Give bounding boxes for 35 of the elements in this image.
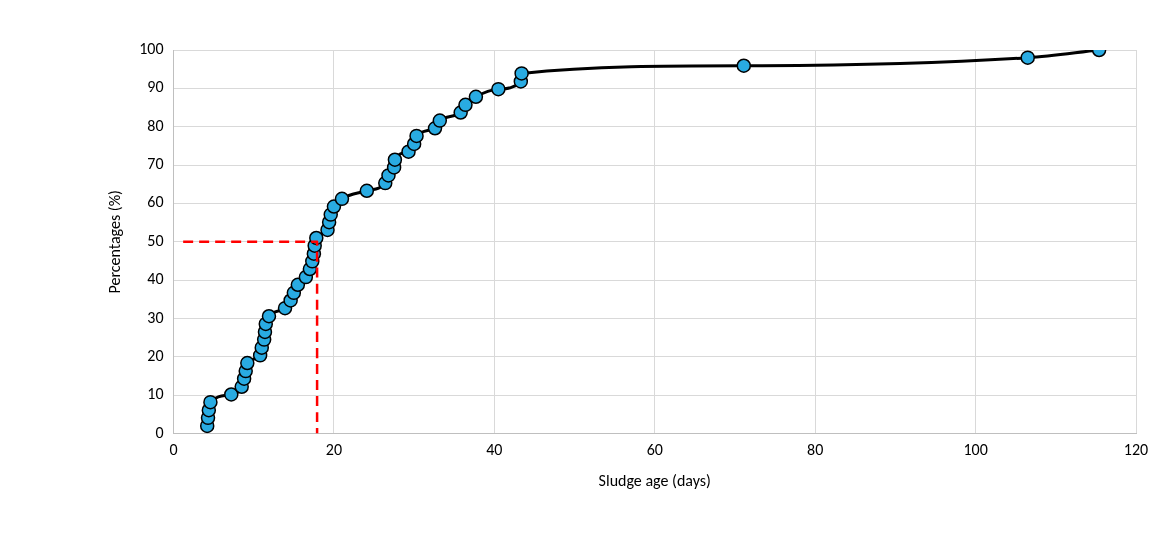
point	[203, 394, 218, 410]
point	[240, 355, 255, 371]
x-tick-label: 20	[325, 440, 343, 460]
x-tick-label: 100	[963, 440, 988, 460]
point	[432, 113, 448, 128]
x-tick-label: 60	[646, 440, 663, 460]
point	[334, 191, 350, 207]
y-tick-label: 80	[147, 115, 164, 135]
y-tick-label: 70	[147, 154, 164, 174]
y-tick-label: 40	[147, 269, 164, 289]
point	[261, 308, 277, 324]
y-tick-label: 30	[147, 307, 164, 327]
point	[468, 89, 484, 105]
point	[514, 66, 529, 81]
point	[458, 97, 473, 113]
y-tick-label: 100	[139, 39, 164, 58]
y-tick-label: 10	[147, 384, 164, 404]
point	[359, 183, 375, 199]
point	[1020, 50, 1035, 65]
x-tick-label: 120	[1123, 440, 1149, 460]
point	[224, 387, 239, 402]
x-tick-label: 80	[807, 440, 824, 460]
point	[387, 152, 403, 167]
y-tick-label: 60	[147, 192, 164, 212]
y-tick-label: 90	[147, 77, 164, 97]
y-tick-label: 0	[155, 422, 164, 442]
x-tick-label: 40	[486, 440, 503, 460]
point	[491, 81, 506, 97]
y-tick-label: 20	[147, 345, 164, 365]
y-tick-label: 50	[147, 230, 164, 250]
y-axis-title: Percentages (%)	[104, 190, 124, 294]
point	[409, 128, 424, 144]
point	[736, 58, 752, 73]
x-axis-title: Sludge age (days)	[598, 471, 711, 491]
x-tick-label: 0	[169, 440, 178, 460]
